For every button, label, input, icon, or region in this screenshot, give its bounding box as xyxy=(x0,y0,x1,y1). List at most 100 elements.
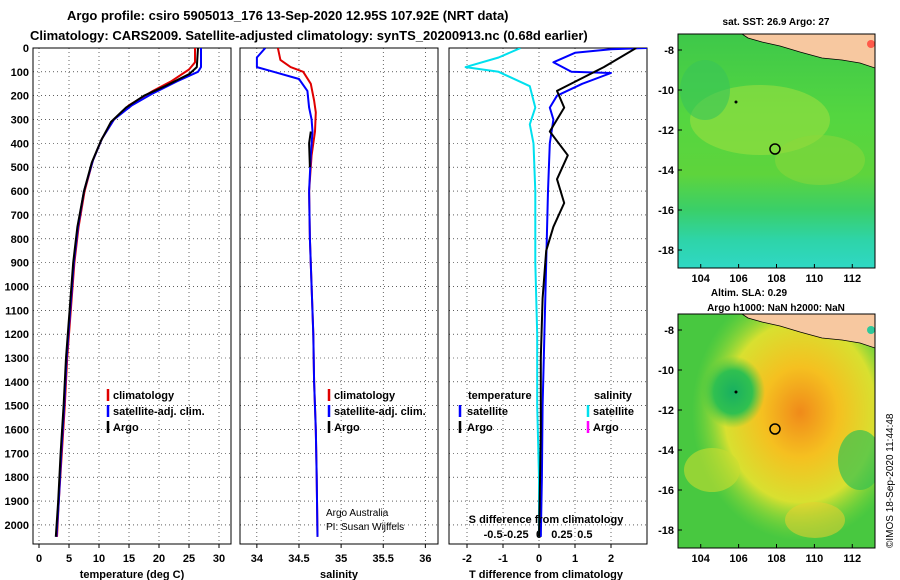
sal-legend-satellite-label: satellite-adj. clim. xyxy=(334,406,426,418)
legend-climatology-label: climatology xyxy=(113,390,175,402)
lat-tick-label: -14 xyxy=(658,165,675,177)
sst-cool-patch xyxy=(680,60,730,120)
difference-axes-frame xyxy=(448,47,648,545)
legend-t-argo-label: Argo xyxy=(467,422,493,434)
sst-map: sat. SST: 26.9 Argo: 27 104 106 108 110 112 -… xyxy=(658,17,876,285)
depth-tick-label: 800 xyxy=(11,234,29,246)
legend-satellite-label: satellite-adj. clim. xyxy=(113,406,205,418)
lat-tick-label: -18 xyxy=(658,245,674,257)
lon-tick-label: 106 xyxy=(729,553,747,565)
legend-salinity-header: salinity xyxy=(594,390,633,402)
t-difference-xlabel: T difference from climatology xyxy=(469,569,624,580)
salinity-xlabel: salinity xyxy=(320,569,359,580)
sla-yellow-patch xyxy=(684,448,740,492)
t-difference-tick-labels: -2 -1 0 1 2 xyxy=(462,544,614,565)
sst-corner-marker xyxy=(867,40,875,48)
legend-argo-label: Argo xyxy=(113,422,139,434)
lat-tick-label: -10 xyxy=(658,85,674,97)
s-diff-tick-label: 0.5 xyxy=(577,529,592,541)
sst-island xyxy=(734,100,738,104)
sla-warm-anomaly xyxy=(678,314,875,548)
x-tick-label: 35.5 xyxy=(373,553,394,565)
sla-island xyxy=(734,390,738,394)
depth-tick-label: 0 xyxy=(23,43,29,55)
lat-tick-label: -14 xyxy=(658,445,675,457)
sla-corner-marker xyxy=(867,326,875,334)
sst-map-title: sat. SST: 26.9 Argo: 27 xyxy=(723,17,830,28)
s-diff-tick-label: 0.25 xyxy=(551,529,572,541)
credit-argo-australia: Argo Australia xyxy=(326,508,389,519)
x-tick-label: 34 xyxy=(251,553,264,565)
lon-tick-label: 108 xyxy=(767,553,785,565)
x-tick-label: 15 xyxy=(123,553,135,565)
lat-tick-label: -12 xyxy=(658,405,674,417)
temperature-series xyxy=(54,48,202,537)
lat-tick-label: -16 xyxy=(658,485,674,497)
difference-legend: temperature salinity satellite Argo sate… xyxy=(458,390,634,434)
lat-tick-label: -16 xyxy=(658,205,674,217)
temperature-axes-frame xyxy=(32,47,232,545)
lat-tick-label: -18 xyxy=(658,525,674,537)
depth-tick-label: 1100 xyxy=(5,305,29,317)
salinity-series xyxy=(255,48,319,537)
salinity-panel: 34 34.5 35 35.5 36 salinity climatology sate… xyxy=(239,47,439,580)
x-tick-label: 25 xyxy=(183,553,195,565)
x-tick-label: 5 xyxy=(66,553,72,565)
depth-tick-label: 1300 xyxy=(5,353,29,365)
depth-tick-label: 2000 xyxy=(5,520,29,532)
s-diff-tick-label: -0.5 xyxy=(484,529,503,541)
salinity-legend: climatology satellite-adj. clim. Argo xyxy=(327,389,426,434)
depth-tick-label: 500 xyxy=(11,162,29,174)
legend-temperature-header: temperature xyxy=(468,390,532,402)
depth-tick-label: 400 xyxy=(11,138,29,150)
salinity-tick-labels: 34 34.5 35 35.5 36 xyxy=(251,544,431,565)
x-tick-label: 36 xyxy=(419,553,431,565)
series-argo xyxy=(308,131,312,168)
sla-map: Altim. SLA: 0.29 Argo h1000: NaN h2000: … xyxy=(658,288,876,565)
x-tick-label: 30 xyxy=(213,553,225,565)
depth-tick-label: 1800 xyxy=(5,472,29,484)
s-diff-tick-label: -0.25 xyxy=(504,529,529,541)
credit-pi: PI: Susan Wijffels xyxy=(326,522,404,533)
sla-java-coast xyxy=(741,314,875,349)
series-salinity-satellite xyxy=(464,48,540,537)
sst-java-coast xyxy=(741,34,875,69)
x-tick-label: 0 xyxy=(536,553,542,565)
difference-gridlines xyxy=(449,48,647,544)
x-tick-label: -1 xyxy=(498,553,508,565)
temperature-legend: climatology satellite-adj. clim. Argo xyxy=(106,389,205,434)
sla-argo-position-marker xyxy=(769,423,781,435)
title-line-1: Argo profile: csiro 5905013_176 13-Sep-2… xyxy=(67,8,509,23)
lat-tick-label: -10 xyxy=(658,365,674,377)
salinity-axes-frame xyxy=(239,47,439,545)
temperature-gridlines xyxy=(33,48,231,544)
sla-green-patch xyxy=(838,430,875,490)
temperature-xlabel: temperature (deg C) xyxy=(80,569,185,580)
lat-tick-label: -8 xyxy=(664,325,674,337)
legend-s-argo-label: Argo xyxy=(593,422,619,434)
sal-legend-climatology-label: climatology xyxy=(334,390,396,402)
depth-tick-label: 1000 xyxy=(5,281,29,293)
depth-tick-label: 200 xyxy=(11,91,29,103)
lon-tick-label: 104 xyxy=(692,273,711,285)
depth-tick-label: 1400 xyxy=(5,377,29,389)
x-tick-label: 20 xyxy=(153,553,165,565)
depth-tick-labels: 0 100 200 300 400 500 600 700 800 900 1000 1100 1200… xyxy=(5,43,29,532)
lat-tick-label: -8 xyxy=(664,45,674,57)
sla-cool-eddy xyxy=(701,356,765,428)
series-argo xyxy=(54,48,199,537)
series-temperature-argo xyxy=(538,48,637,537)
depth-tick-label: 1900 xyxy=(5,496,29,508)
sst-map-ticks: 104 106 108 110 112 -8 -10 -12 -14 -16 -18 xyxy=(658,45,861,285)
lon-tick-label: 110 xyxy=(806,553,824,565)
sal-legend-argo-label: Argo xyxy=(334,422,360,434)
series-satellite-adj-clim- xyxy=(255,48,319,537)
x-tick-label: 34.5 xyxy=(288,553,309,565)
temperature-panel: 0100200300400500600700800900100011001200… xyxy=(5,43,232,580)
depth-tick-label: 300 xyxy=(11,115,29,127)
x-tick-label: 35 xyxy=(335,553,347,565)
lon-tick-label: 112 xyxy=(843,553,861,565)
sla-yellow-patch-2 xyxy=(785,502,845,538)
depth-tick-label: 900 xyxy=(11,258,29,270)
depth-tick-label: 100 xyxy=(11,67,29,79)
